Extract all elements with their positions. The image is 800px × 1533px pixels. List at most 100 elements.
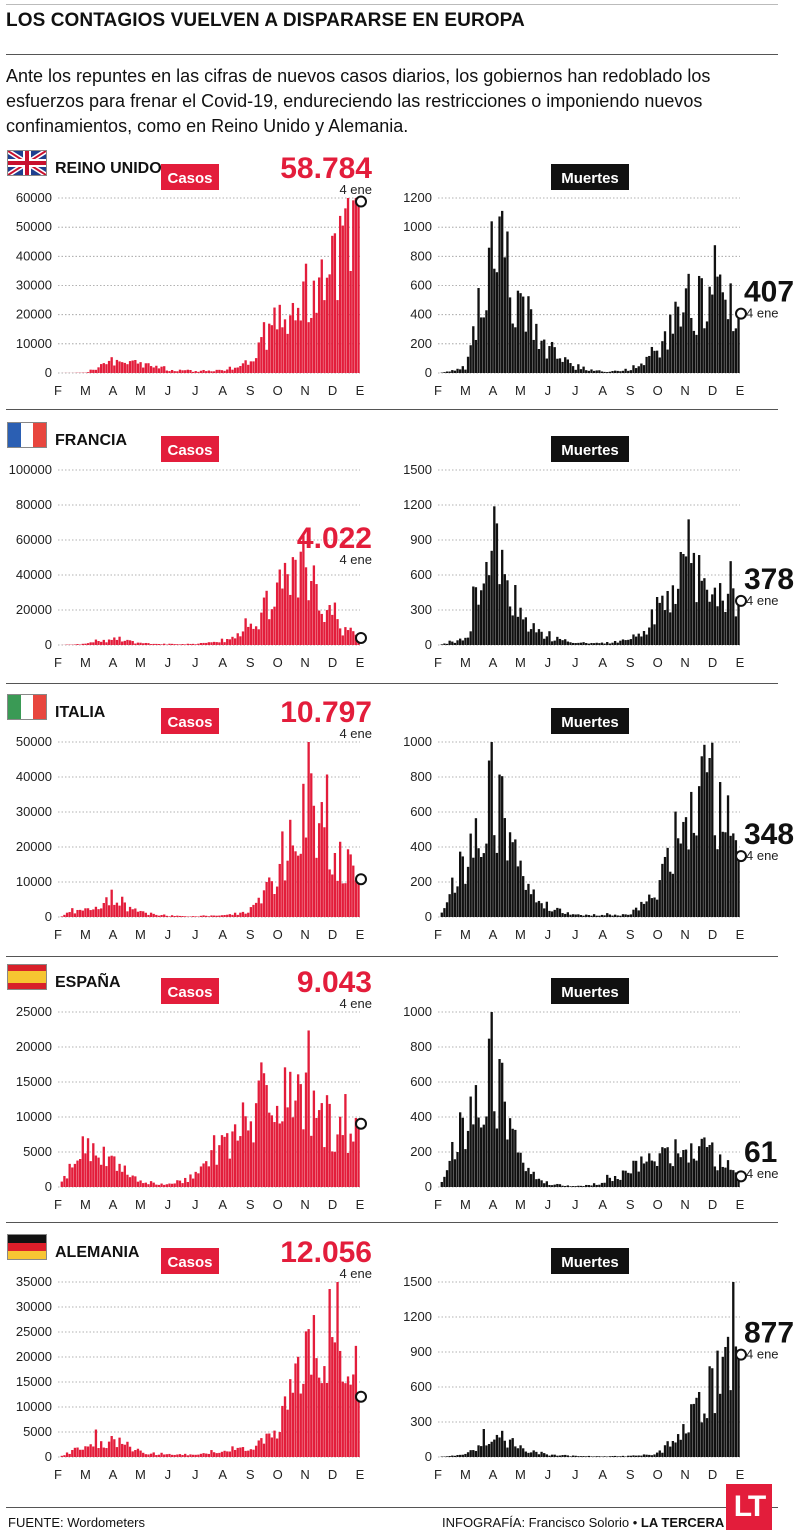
data-bar xyxy=(679,551,682,645)
data-bar xyxy=(283,562,287,645)
data-bar xyxy=(697,786,701,917)
y-tick-label: 600 xyxy=(410,804,432,819)
section-divider xyxy=(6,1222,778,1223)
data-bar xyxy=(113,1439,116,1457)
deaths-label-badge: Muertes xyxy=(551,1248,629,1274)
data-bar xyxy=(128,361,132,373)
data-bar xyxy=(244,1450,247,1457)
x-tick-label: M xyxy=(135,655,146,670)
data-bar xyxy=(123,640,126,645)
data-bar xyxy=(684,288,688,373)
data-bar xyxy=(490,550,493,645)
data-bar xyxy=(165,1184,168,1187)
data-bar xyxy=(461,640,464,645)
data-bar xyxy=(317,1377,321,1457)
data-bar xyxy=(228,1451,232,1457)
data-bar xyxy=(590,642,593,645)
svg-text:Muertes: Muertes xyxy=(561,984,619,1001)
data-bar xyxy=(92,369,95,373)
data-bar xyxy=(613,1175,617,1187)
data-bar xyxy=(147,1184,150,1187)
data-bar xyxy=(184,644,187,645)
data-bar xyxy=(299,320,302,373)
x-tick-label: M xyxy=(460,655,471,670)
data-bar xyxy=(299,1393,302,1457)
y-tick-label: 20000 xyxy=(16,1039,52,1054)
data-bar xyxy=(595,1184,598,1187)
data-bar xyxy=(482,1429,485,1457)
x-tick-label: M xyxy=(80,383,91,398)
data-bar xyxy=(655,1452,659,1457)
data-bar xyxy=(603,915,606,917)
data-bar xyxy=(464,369,467,373)
cases-label-badge: Casos xyxy=(161,436,219,462)
data-bar xyxy=(291,557,295,645)
x-tick-label: S xyxy=(246,1197,255,1212)
data-bar xyxy=(485,1445,488,1457)
data-bar xyxy=(220,370,224,373)
data-bar xyxy=(63,914,66,917)
data-bar xyxy=(233,1449,237,1457)
data-bar xyxy=(461,1454,464,1457)
y-tick-label: 400 xyxy=(410,1109,432,1124)
data-bar xyxy=(545,636,548,645)
data-bar xyxy=(621,1170,625,1187)
data-bar xyxy=(257,342,260,373)
data-bar xyxy=(598,370,601,373)
data-bar xyxy=(529,1174,533,1187)
cases-chart: 25000 20000 15000 10000 5000 0F M A M J J A S O N D E Cas… xyxy=(16,966,372,1212)
data-bar xyxy=(648,1454,651,1457)
data-bar xyxy=(131,1175,134,1187)
data-bar xyxy=(247,364,250,373)
data-bar xyxy=(291,1392,295,1457)
data-bar xyxy=(587,1455,591,1457)
data-bar xyxy=(76,1447,79,1457)
data-bar xyxy=(296,597,300,645)
data-bar xyxy=(176,371,179,373)
data-bar xyxy=(121,641,124,645)
y-tick-label: 900 xyxy=(410,1344,432,1359)
data-bar xyxy=(440,644,443,645)
data-bar xyxy=(472,857,475,917)
data-bar xyxy=(603,1182,606,1187)
data-bar xyxy=(537,1454,541,1457)
data-bar xyxy=(645,901,648,917)
data-bar xyxy=(519,293,522,373)
data-bar xyxy=(511,842,514,917)
data-bar xyxy=(346,198,350,373)
data-bar xyxy=(453,1159,457,1187)
data-bar xyxy=(459,851,462,917)
cases-latest-value: 12.056 xyxy=(280,1236,372,1269)
data-bar xyxy=(629,914,633,917)
data-bar xyxy=(642,1454,646,1457)
data-bar xyxy=(304,1331,308,1457)
data-bar xyxy=(629,1455,633,1457)
svg-text:Muertes: Muertes xyxy=(561,170,619,187)
data-bar xyxy=(273,606,276,645)
country-name: REINO UNIDO xyxy=(55,160,162,177)
data-bar xyxy=(262,1073,266,1187)
data-bar xyxy=(697,1146,701,1187)
data-bar xyxy=(501,549,504,645)
data-bar xyxy=(490,1012,493,1187)
data-bar xyxy=(310,773,313,917)
data-bar xyxy=(729,1169,732,1187)
data-bar xyxy=(157,368,161,373)
data-bar xyxy=(611,642,614,645)
deaths-latest-value: 877 xyxy=(744,1317,794,1350)
data-bar xyxy=(241,631,245,645)
data-bar xyxy=(687,1162,690,1187)
data-bar xyxy=(474,339,478,373)
data-bar xyxy=(642,631,646,645)
data-bar xyxy=(212,915,216,917)
data-bar xyxy=(333,602,337,645)
data-bar xyxy=(629,639,633,645)
data-bar xyxy=(338,628,342,645)
deaths-chart: 1000 800 600 400 200 0F M A M J J A S O N D E Muertes 3484… xyxy=(403,708,794,942)
data-bar xyxy=(566,1455,570,1457)
data-bar xyxy=(650,1160,654,1187)
data-bar xyxy=(176,915,179,917)
data-bar xyxy=(254,626,258,645)
data-bar xyxy=(469,345,472,373)
data-bar xyxy=(535,632,538,645)
